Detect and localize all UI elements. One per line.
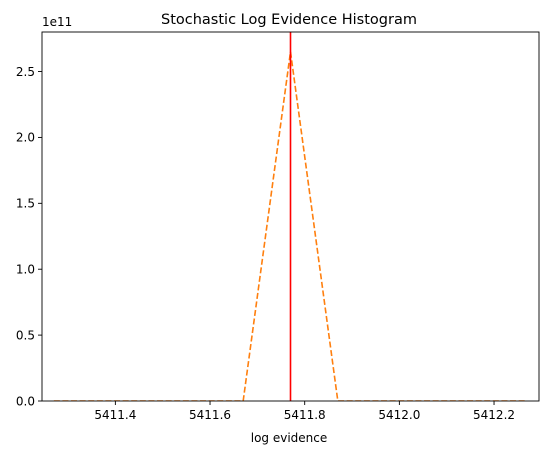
- plot-area: 5411.4 5411.6 5411.8 5412.0 5412.2 0.0 0.5 1.0 1…: [16, 31, 540, 422]
- y-tick-label: 2.5: [16, 65, 35, 79]
- axes-frame: [41, 31, 540, 402]
- y-tick-label: 0.5: [16, 328, 35, 342]
- x-tick-label: 5411.8: [284, 408, 326, 422]
- y-tick-label: 2.0: [16, 131, 35, 145]
- y-tick-label: 0.0: [16, 394, 35, 408]
- x-tick-label: 5412.0: [378, 408, 420, 422]
- x-axis-label: log evidence: [251, 431, 328, 445]
- y-tick-label: 1.0: [16, 263, 35, 277]
- y-tick-label: 1.5: [16, 197, 35, 211]
- x-tick-label: 5411.4: [94, 408, 136, 422]
- x-tick-label: 5411.6: [189, 408, 231, 422]
- chart-title: Stochastic Log Evidence Histogram: [161, 12, 417, 28]
- x-tick-label: 5412.2: [473, 408, 515, 422]
- y-scale-label: 1e11: [42, 15, 72, 29]
